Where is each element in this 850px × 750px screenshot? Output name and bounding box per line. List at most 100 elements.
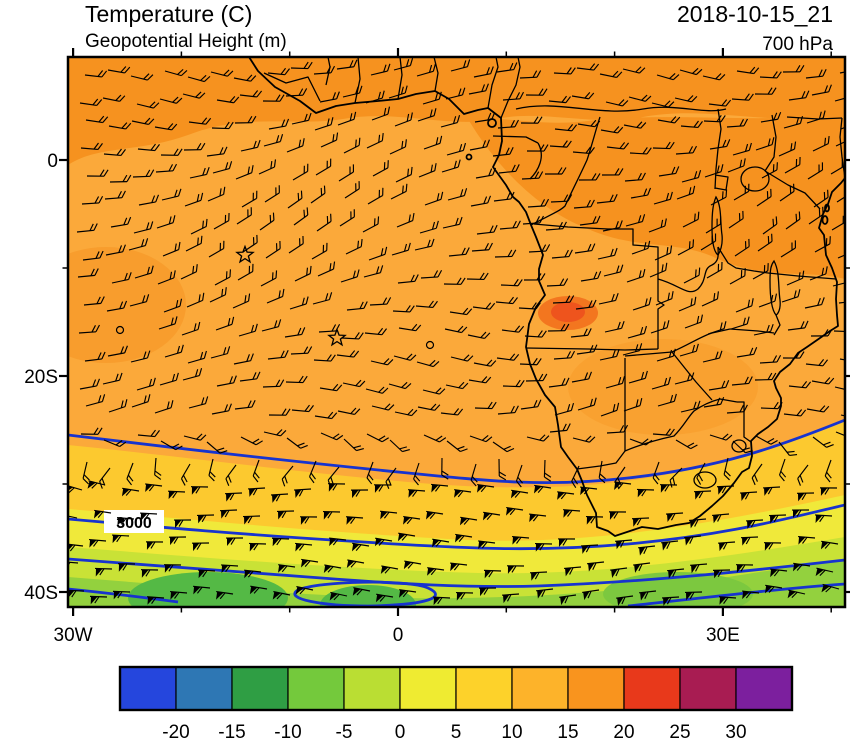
colorbar-tick-label: -10	[274, 722, 301, 743]
wind-barb	[238, 323, 258, 337]
wind-barb	[571, 465, 580, 489]
wind-barb	[550, 194, 573, 203]
wind-barb	[651, 376, 671, 390]
wind-barb	[278, 564, 296, 573]
wind-barb	[159, 372, 179, 386]
colorbar-tick-label: 5	[451, 722, 462, 743]
wind-barb	[557, 491, 575, 500]
wind-barb	[553, 67, 576, 75]
wind-barb	[311, 242, 328, 260]
wind-barb	[705, 216, 722, 234]
wind-barb	[208, 458, 216, 482]
wind-barb	[703, 396, 725, 408]
wind-barb	[496, 62, 518, 73]
colorbar-cell	[511, 666, 569, 711]
wind-barb	[633, 562, 651, 573]
wind-barb	[579, 215, 601, 226]
wind-barb	[154, 123, 178, 131]
wind-barb	[525, 88, 548, 96]
wind-barb	[89, 595, 108, 605]
wind-barb	[726, 118, 748, 128]
wind-barb	[760, 401, 783, 410]
wind-barb	[470, 195, 492, 207]
wind-barb	[622, 343, 643, 356]
wind-barb	[129, 294, 150, 307]
wind-barb	[322, 511, 341, 520]
wind-barb	[598, 460, 606, 484]
wind-barb	[627, 325, 648, 339]
wind-barb	[656, 348, 676, 362]
wind-barb	[308, 460, 317, 484]
wind-barb	[809, 266, 828, 281]
wind-barb	[211, 403, 232, 415]
wind-barb	[473, 66, 494, 78]
wind-barb	[571, 371, 593, 383]
wind-barb	[423, 434, 447, 443]
wind-barb	[674, 372, 695, 385]
wind-barb	[368, 246, 388, 261]
wind-barb	[138, 194, 160, 206]
wind-barb	[212, 161, 233, 174]
wind-barb	[168, 536, 187, 546]
colorbar-cell	[679, 666, 737, 711]
wind-barb	[365, 90, 385, 104]
wind-barb	[268, 408, 291, 416]
wind-barb	[445, 381, 469, 390]
wind-barb	[423, 135, 443, 150]
wind-barb	[778, 141, 797, 157]
wind-barb	[441, 159, 461, 173]
wind-barb	[781, 289, 801, 303]
wind-barb	[655, 291, 674, 306]
wind-barb	[341, 332, 364, 340]
wind-barb	[160, 148, 183, 156]
wind-barb	[108, 122, 132, 130]
wind-barb	[745, 519, 764, 529]
colorbar-cell	[343, 666, 401, 711]
wind-barb	[147, 596, 165, 605]
wind-barb	[389, 439, 410, 453]
wind-barb	[444, 325, 468, 334]
wind-barb	[622, 66, 646, 74]
wind-barb	[733, 183, 750, 201]
wind-barb	[652, 428, 675, 436]
wind-barb	[709, 433, 733, 441]
wind-barb	[726, 404, 748, 414]
wind-barb	[290, 61, 313, 70]
wind-barb	[742, 590, 760, 600]
wind-barb	[262, 94, 285, 102]
wind-barb	[470, 463, 478, 487]
wind-barb	[281, 465, 294, 487]
wind-barb	[446, 142, 467, 156]
wind-barb	[446, 440, 468, 453]
wind-barb	[554, 123, 578, 132]
wind-barb	[510, 489, 529, 499]
wind-barb	[575, 299, 597, 310]
wind-barb	[494, 249, 517, 258]
wind-barb	[728, 210, 744, 229]
wind-barb	[216, 375, 237, 387]
lat-tick-label: 20S	[24, 367, 58, 388]
wind-barb	[471, 242, 493, 252]
wind-barb	[572, 146, 595, 155]
wind-barb	[732, 440, 753, 454]
wind-barb	[554, 402, 575, 416]
wind-barb	[450, 59, 471, 72]
wind-barb	[167, 490, 186, 500]
wind-barb	[808, 206, 824, 225]
wind-barb	[408, 489, 426, 498]
wind-barb	[208, 240, 225, 258]
wind-barb	[761, 162, 778, 179]
wind-barb	[652, 141, 675, 150]
wind-barb	[603, 264, 624, 277]
wind-barb	[577, 397, 597, 411]
wind-barb	[134, 265, 154, 279]
wind-barb	[343, 438, 364, 452]
wind-barb	[137, 429, 160, 438]
wind-barb	[440, 408, 464, 416]
wind-barb	[764, 584, 783, 594]
wind-barb	[735, 298, 754, 313]
wind-barb	[93, 509, 112, 519]
wind-barb	[837, 250, 845, 259]
wind-barb	[497, 119, 519, 129]
